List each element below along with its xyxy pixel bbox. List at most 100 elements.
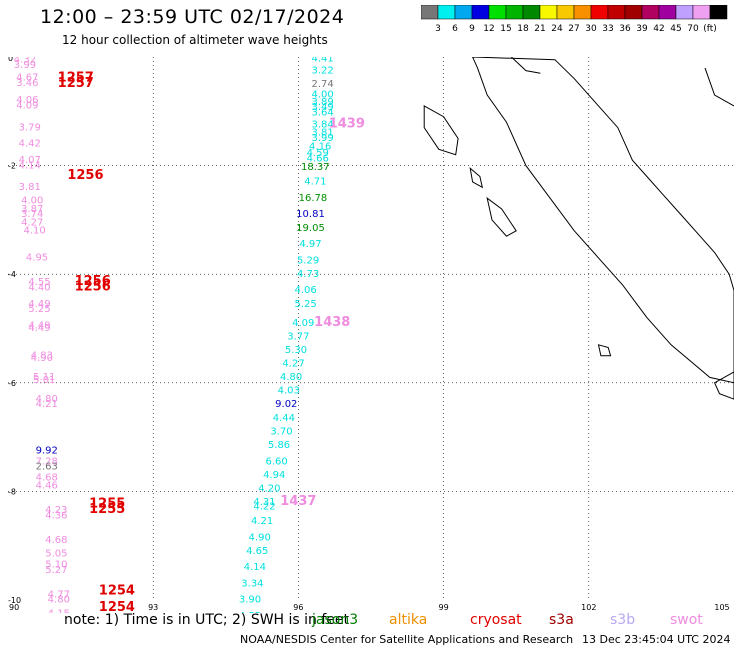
wave-height-value: 4.90 (31, 353, 53, 364)
pass-time-label: 1256 (75, 279, 111, 294)
wave-height-value: 4.09 (292, 318, 314, 329)
scale-swatch (692, 5, 711, 20)
scale-swatch (624, 5, 643, 20)
map-background (8, 57, 734, 613)
wave-height-value: 4.31 (253, 497, 275, 508)
wave-height-value: 3.70 (270, 426, 292, 437)
wave-height-value: 3.81 (311, 128, 333, 139)
wave-height-value: 6.60 (265, 456, 287, 467)
scale-label: 18 (517, 24, 529, 34)
wave-height-value: 4.68 (36, 473, 58, 484)
pass-time-label: 1440 (336, 57, 372, 60)
wave-height-value: 5.30 (285, 345, 307, 356)
wave-height-value: 5.27 (45, 565, 67, 576)
wave-height-value: 5.25 (295, 299, 317, 310)
x-tick-label: 90 (9, 603, 19, 612)
wave-height-value: 4.41 (311, 57, 333, 64)
footnote: note: 1) Time is in UTC; 2) SWH is in fe… (64, 612, 350, 628)
wave-height-value: 3.81 (19, 182, 41, 193)
pass-time-label: 1438 (314, 315, 350, 330)
wave-height-value: 4.49 (28, 299, 50, 310)
wave-height-value: 4.80 (280, 372, 302, 383)
scale-swatch (488, 5, 507, 20)
wave-height-value: 4.21 (251, 516, 273, 527)
wave-height-value: 4.44 (273, 413, 295, 424)
scale-swatch (709, 5, 728, 20)
wave-height-value: 2.74 (311, 79, 333, 90)
scale-label: 36 (619, 24, 631, 34)
scale-swatch (421, 5, 439, 20)
wave-height-value: 5.29 (297, 255, 319, 266)
wave-height-value: 5.10 (45, 559, 67, 570)
wave-height-value: 5.05 (45, 549, 67, 560)
scale-label: 42 (653, 24, 664, 34)
wave-height-value: 4.10 (23, 225, 45, 236)
x-tick-label: 105 (714, 603, 729, 612)
y-tick-label: 0 (8, 57, 13, 63)
wave-height-value: 4.55 (28, 277, 50, 288)
wave-height-value: 3.79 (19, 122, 41, 133)
y-tick-label: -2 (8, 162, 16, 171)
wave-height-value: 4.27 (21, 217, 43, 228)
wave-height-value: 4.49 (28, 321, 50, 332)
wave-height-value: 3.22 (311, 65, 333, 76)
scale-swatch (437, 5, 456, 20)
wave-height-value: 4.21 (36, 399, 58, 410)
scale-label: 45 (670, 24, 681, 34)
coastline-java-tip (713, 371, 734, 400)
scale-swatch (573, 5, 592, 20)
wave-height-value: 3.64 (311, 108, 333, 119)
page-title: 12:00 – 23:59 UTC 02/17/2024 (40, 6, 345, 28)
wave-height-value: 4.40 (28, 282, 50, 293)
y-tick-label: -6 (8, 379, 16, 388)
wave-height-value: 4.22 (253, 501, 275, 512)
coastline (423, 57, 734, 400)
wave-height-value: 4.00 (21, 196, 43, 207)
coastline-enggano (597, 344, 612, 357)
wave-height-value: 4.15 (48, 608, 70, 613)
wave-height-value: 4.16 (309, 141, 331, 152)
scale-label: 30 (585, 24, 597, 34)
wave-height-value: 3.89 (311, 97, 333, 108)
wave-height-value: 5.86 (268, 440, 290, 451)
wave-height-value: 4.09 (16, 101, 38, 112)
wave-height-value: 4.94 (263, 470, 285, 481)
wave-height-value: 4.65 (246, 546, 268, 557)
wave-height-value: 7.28 (36, 456, 58, 467)
wave-height-value: 4.14 (19, 160, 41, 171)
wave-height-value: 4.68 (45, 535, 67, 546)
scale-swatch (471, 5, 490, 20)
wave-height-value: 4.71 (304, 177, 326, 188)
scale-label: 70 (687, 24, 699, 34)
x-tick-label: 96 (293, 603, 303, 612)
coastline-bangka-tip (704, 67, 734, 107)
wave-height-value: 4.20 (258, 483, 280, 494)
scale-swatch (675, 5, 694, 20)
axis-ticks: 90 93 96 99 102 105 0 -2 -4 -6 -8 -10 (8, 57, 730, 612)
scale-label: 33 (602, 24, 613, 34)
page-subtitle: 12 hour collection of altimeter wave hei… (62, 33, 328, 47)
scale-label: 6 (452, 24, 458, 34)
wave-height-value: 4.07 (19, 155, 41, 166)
y-tick-label: -10 (8, 596, 21, 605)
scale-label: 3 (435, 24, 441, 34)
wave-height-value: 3.49 (311, 102, 333, 113)
scale-swatch (641, 5, 660, 20)
wave-height-value: 4.06 (295, 285, 317, 296)
wave-height-value: 16.78 (299, 193, 328, 204)
satellite-name-jason3: jason3 (312, 612, 359, 628)
wave-height-value: 3.84 (311, 120, 333, 131)
pass-time-label: 1254 (99, 600, 135, 613)
wave-height-value: 4.90 (249, 532, 271, 543)
coastline-pagai (486, 196, 517, 237)
x-tick-label: 93 (148, 603, 158, 612)
scale-label: 15 (500, 24, 511, 34)
scale-swatch (454, 5, 473, 20)
scale-label: 21 (534, 24, 545, 34)
wave-height-value: 19.05 (296, 223, 325, 234)
wave-height-value: 4.42 (19, 139, 41, 150)
pass-time-label: 1257 (58, 70, 94, 85)
scale-swatch (658, 5, 677, 20)
wave-height-value: 3.99 (311, 133, 333, 144)
wave-height-value: 4.67 (16, 72, 38, 83)
